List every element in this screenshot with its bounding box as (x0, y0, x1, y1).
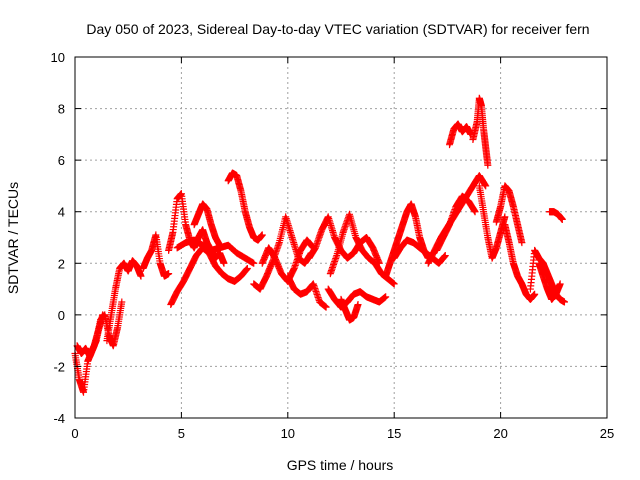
series-fall-19-20 (475, 182, 509, 262)
series-step-up (103, 257, 145, 345)
series-peak-20 (492, 182, 526, 247)
data-point (258, 231, 266, 239)
x-tick-label: 5 (178, 426, 185, 441)
series-rise-5-9 (167, 244, 251, 309)
data-point (484, 161, 492, 169)
y-tick-label: 6 (58, 153, 65, 168)
series-spike-19 (469, 94, 492, 169)
data-point (390, 280, 398, 288)
x-tick-label: 10 (281, 426, 295, 441)
series-mid-11-14 (305, 213, 383, 267)
data-point (501, 213, 509, 221)
data-point (471, 208, 479, 216)
data-point (382, 293, 390, 301)
y-tick-label: 8 (58, 102, 65, 117)
y-tick-label: 4 (58, 205, 65, 220)
grid (75, 57, 607, 418)
data-point (99, 311, 107, 319)
data-point (441, 252, 449, 260)
data-point (220, 259, 228, 267)
data-point (518, 239, 526, 247)
x-axis-label: GPS time / hours (287, 457, 394, 473)
y-tick-label: -2 (53, 359, 65, 374)
series-band-5-8 (173, 236, 258, 267)
series-band-15-17 (390, 236, 449, 267)
data-point (322, 303, 330, 311)
chart-title: Day 050 of 2023, Sidereal Day-to-day VTE… (86, 21, 589, 37)
data-point (558, 215, 566, 223)
x-tick-label: 20 (493, 426, 507, 441)
axis-ticks: 0 5 10 15 20 25 -4 -2 0 2 4 6 8 10 (51, 50, 615, 441)
y-tick-label: 0 (58, 308, 65, 323)
data-point (216, 241, 224, 249)
series-cloud-17-19 (433, 192, 479, 254)
series-drop-12-13 (337, 295, 362, 324)
x-tick-label: 0 (71, 426, 78, 441)
y-tick-label: 2 (58, 256, 65, 271)
series-arc-7-8 (224, 169, 266, 244)
data-point (531, 290, 539, 298)
series-early-low (73, 311, 107, 360)
data-point (118, 298, 126, 306)
data-point (165, 270, 173, 278)
data-point (250, 259, 258, 267)
series-late-22-23 (535, 259, 564, 303)
series-hump-6 (190, 200, 224, 249)
data-point (556, 280, 564, 288)
series-wave-8-11 (250, 213, 315, 293)
y-tick-label: 10 (51, 50, 65, 65)
data-point (243, 264, 251, 272)
series-high-17-18 (446, 120, 475, 149)
y-axis-label: SDTVAR / TECUs (5, 182, 21, 294)
y-tick-label: -4 (53, 411, 65, 426)
plot-frame (74, 56, 608, 419)
series-bump-4 (139, 231, 173, 280)
series-descent-20-22 (501, 221, 539, 303)
series-dip-10-12 (284, 272, 330, 311)
data-point (560, 298, 568, 306)
data-point (137, 272, 145, 280)
data-point (354, 301, 362, 309)
x-tick-label: 15 (387, 426, 401, 441)
data-point (482, 182, 490, 190)
data-markers (71, 94, 568, 396)
x-tick-label: 25 (600, 426, 614, 441)
series-end-23 (546, 208, 566, 223)
